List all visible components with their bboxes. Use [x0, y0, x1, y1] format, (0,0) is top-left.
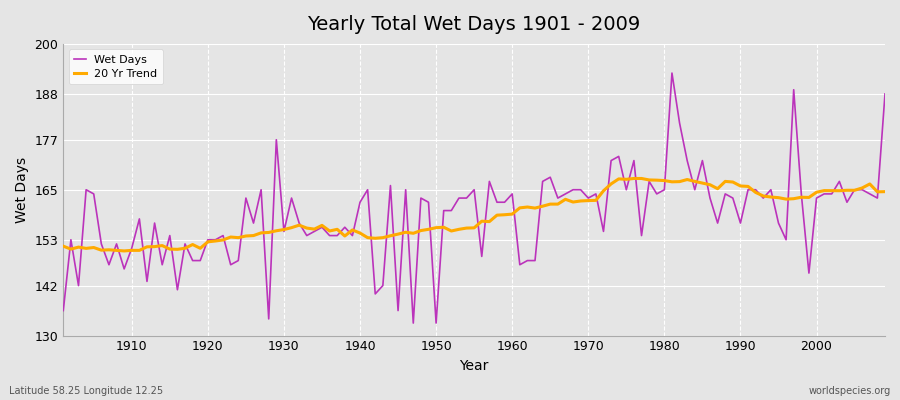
Wet Days — [507, 192, 517, 196]
Text: Latitude 58.25 Longitude 12.25: Latitude 58.25 Longitude 12.25 — [9, 386, 163, 396]
Wet Days — [667, 71, 678, 76]
20 Yr Trend — [119, 248, 130, 253]
Wet Days — [408, 321, 418, 326]
Wet Days — [606, 158, 616, 163]
20 Yr Trend — [879, 189, 890, 194]
Line: 20 Yr Trend: 20 Yr Trend — [63, 178, 885, 251]
Wet Days — [119, 266, 130, 271]
20 Yr Trend — [507, 212, 517, 216]
Wet Days — [286, 196, 297, 200]
20 Yr Trend — [293, 223, 304, 228]
Legend: Wet Days, 20 Yr Trend: Wet Days, 20 Yr Trend — [68, 50, 163, 84]
20 Yr Trend — [58, 244, 68, 248]
20 Yr Trend — [126, 248, 137, 253]
Wet Days — [332, 233, 343, 238]
20 Yr Trend — [628, 176, 639, 181]
Text: worldspecies.org: worldspecies.org — [809, 386, 891, 396]
20 Yr Trend — [606, 182, 616, 186]
Wet Days — [515, 262, 526, 267]
Wet Days — [879, 92, 890, 96]
Title: Yearly Total Wet Days 1901 - 2009: Yearly Total Wet Days 1901 - 2009 — [308, 15, 641, 34]
Y-axis label: Wet Days: Wet Days — [15, 157, 29, 223]
20 Yr Trend — [339, 234, 350, 238]
X-axis label: Year: Year — [460, 359, 489, 373]
Line: Wet Days: Wet Days — [63, 73, 885, 323]
20 Yr Trend — [515, 206, 526, 210]
Wet Days — [58, 308, 68, 313]
